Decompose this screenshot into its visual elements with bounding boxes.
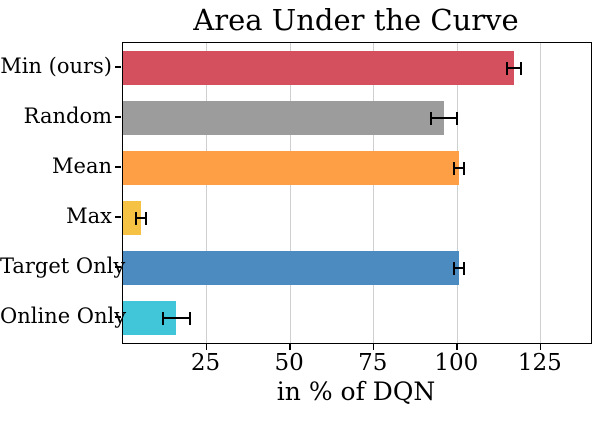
x-tick-mark xyxy=(372,344,375,350)
x-tick-label: 50 xyxy=(274,350,304,376)
x-tick-mark xyxy=(539,344,542,350)
chart-title: Area Under the Curve xyxy=(193,3,519,37)
gridline-100 xyxy=(456,43,458,343)
error-bar-cap-left-online-only xyxy=(162,311,165,325)
error-bar-line-min-ours xyxy=(507,67,521,69)
error-bar-cap-right-target-only xyxy=(462,261,465,275)
gridline-25 xyxy=(206,43,208,343)
y-tick-mark xyxy=(115,66,121,68)
bar-mean xyxy=(123,151,459,185)
y-tick-label-target-only: Target Only xyxy=(0,254,126,278)
y-tick-mark xyxy=(115,216,121,218)
bar-random xyxy=(123,101,444,135)
y-tick-label-min-ours: Min (ours) xyxy=(0,54,112,78)
error-bar-cap-left-mean xyxy=(452,161,455,175)
x-tick-mark xyxy=(205,344,208,350)
x-tick-label: 100 xyxy=(434,350,479,376)
y-tick-label-random: Random xyxy=(23,104,112,128)
bar-max xyxy=(123,201,142,235)
error-bar-cap-right-mean xyxy=(462,161,465,175)
error-bar-cap-right-max xyxy=(145,211,148,225)
gridline-75 xyxy=(373,43,375,343)
x-tick-label: 25 xyxy=(190,350,221,376)
error-bar-cap-right-online-only xyxy=(188,311,191,325)
y-tick-mark xyxy=(115,316,121,318)
x-axis-label: in % of DQN xyxy=(276,377,436,406)
x-tick-mark xyxy=(456,344,458,350)
error-bar-cap-right-min-ours xyxy=(519,61,522,75)
error-bar-cap-left-target-only xyxy=(452,261,455,275)
x-tick-label: 125 xyxy=(517,350,562,376)
error-bar-cap-left-min-ours xyxy=(506,61,509,75)
error-bar-line-target-only xyxy=(453,267,464,269)
y-tick-label-mean: Mean xyxy=(52,154,112,178)
error-bar-line-random xyxy=(430,117,458,119)
error-bar-line-online-only xyxy=(163,317,190,319)
gridline-50 xyxy=(289,43,291,343)
y-tick-mark xyxy=(115,266,121,268)
y-tick-label-max: Max xyxy=(66,204,112,228)
y-tick-mark xyxy=(115,116,121,118)
error-bar-line-max xyxy=(136,217,147,219)
error-bar-cap-left-max xyxy=(135,211,138,225)
gridline-125 xyxy=(540,43,542,343)
error-bar-line-mean xyxy=(453,167,464,169)
x-tick-label: 75 xyxy=(358,350,388,376)
bar-target-only xyxy=(123,251,459,285)
error-bar-cap-right-random xyxy=(456,111,459,125)
bar-min-ours xyxy=(123,51,515,85)
y-tick-label-online-only: Online Only xyxy=(0,304,127,328)
plot-area xyxy=(122,42,592,344)
x-tick-mark xyxy=(289,344,291,350)
y-tick-mark xyxy=(115,166,121,168)
error-bar-cap-left-random xyxy=(429,111,432,125)
